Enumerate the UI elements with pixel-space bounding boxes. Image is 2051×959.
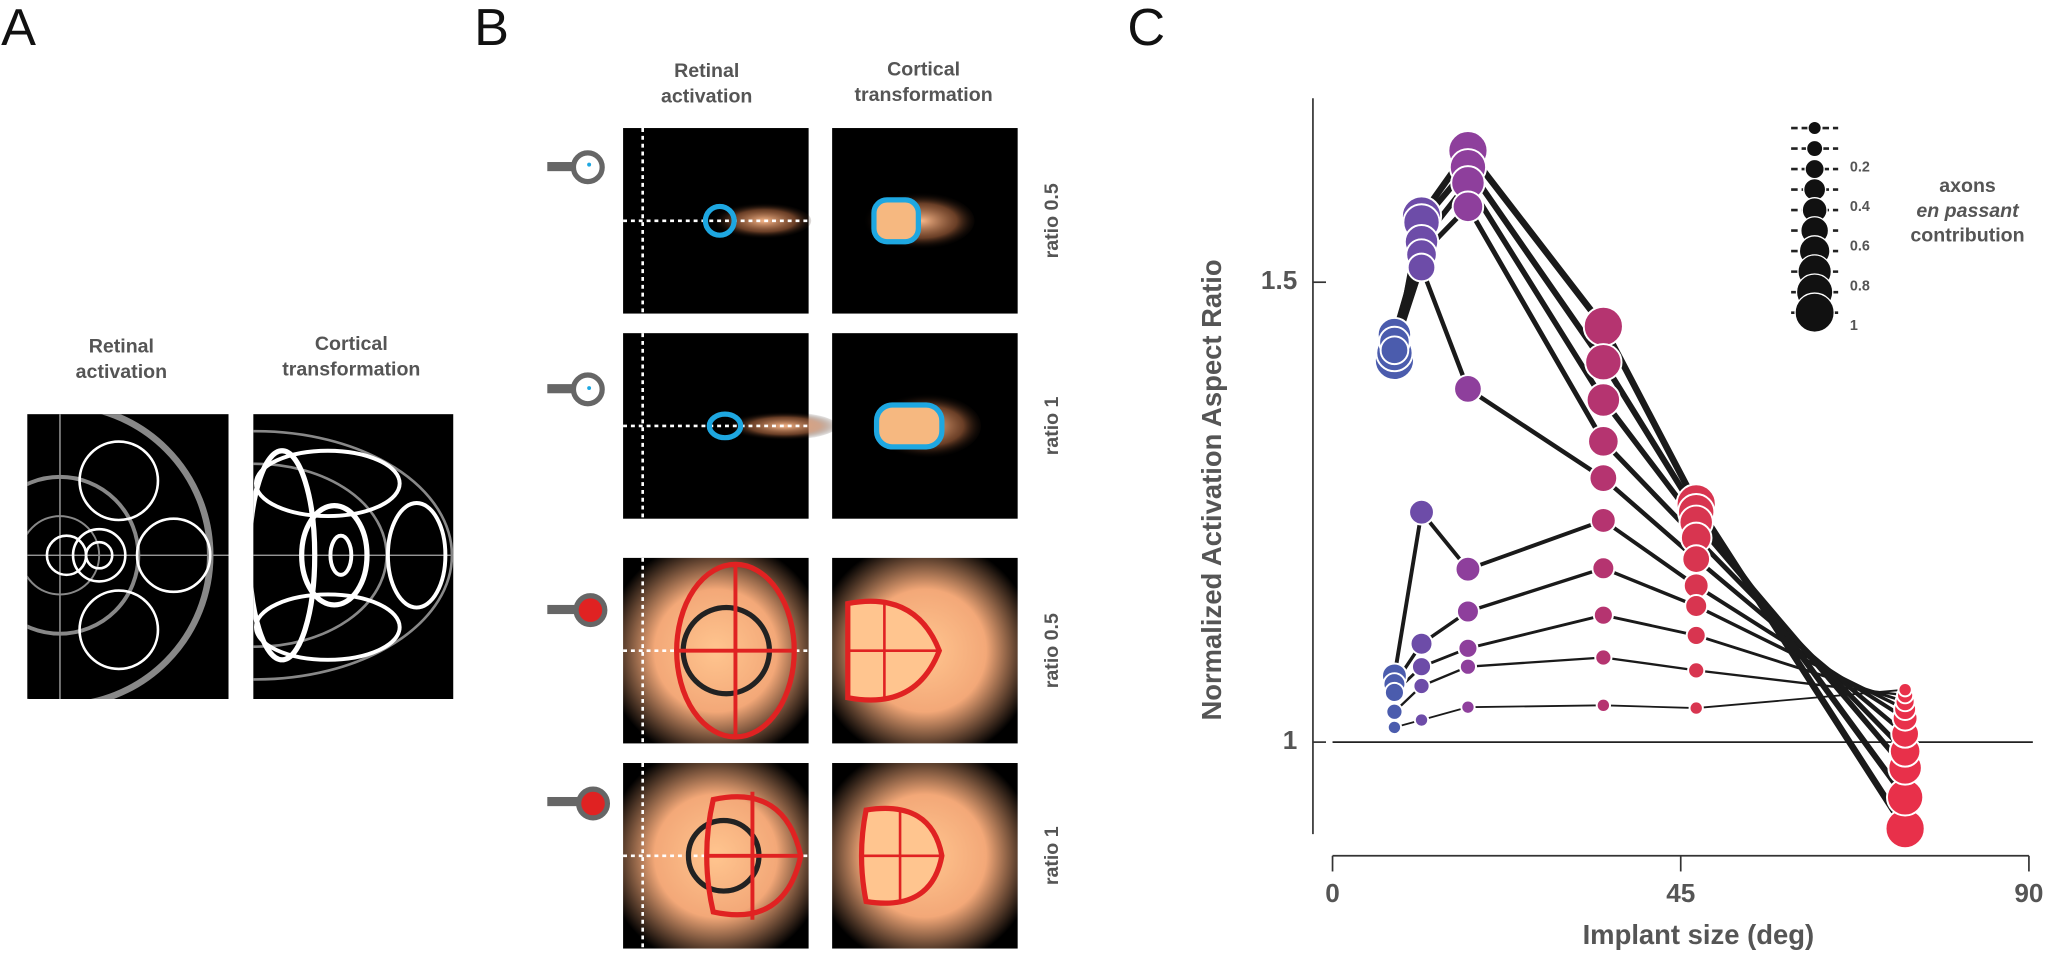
data-point [1594, 648, 1613, 667]
legend-marker [1805, 139, 1824, 158]
legend-marker [1807, 120, 1822, 136]
panel-label: B [474, 0, 509, 57]
data-point [1386, 719, 1403, 736]
data-point [1379, 335, 1410, 366]
column-title: Retinal activation [661, 60, 752, 107]
panel-label: C [1127, 0, 1165, 57]
x-tick-label: 90 [2014, 878, 2043, 908]
x-axis-label: Implant size (deg) [1583, 919, 1815, 950]
data-point [1687, 661, 1706, 680]
data-point [1408, 498, 1435, 526]
data-point [1587, 425, 1620, 458]
column-title: Cortical transformation [282, 333, 420, 380]
data-point [1588, 463, 1619, 493]
data-point [1584, 343, 1623, 382]
panel-label: A [1, 0, 36, 57]
data-point [1460, 699, 1476, 715]
x-tick-label: 45 [1666, 878, 1695, 908]
legend-label: 0.4 [1850, 199, 1870, 215]
data-point [1383, 681, 1405, 703]
legend-label: 1 [1850, 318, 1858, 334]
plot: 1 1.5 0 45 90 0.2 0.4 0.6 0.8 1 axons en passant con… [1261, 98, 2043, 908]
electrode-icons [547, 150, 611, 821]
data-point [1595, 697, 1611, 713]
data-point [1451, 190, 1485, 224]
panel-b-images [623, 128, 1018, 949]
data-point [1411, 656, 1433, 678]
data-point [1409, 631, 1434, 656]
data-point [1412, 676, 1431, 696]
y-tick-label: 1 [1283, 725, 1298, 755]
retinal-image [27, 414, 229, 699]
data-point [1592, 604, 1614, 626]
data-point [1585, 382, 1622, 418]
data-point [1385, 702, 1404, 721]
data-point [1406, 252, 1437, 283]
data-point [1458, 657, 1478, 676]
legend-marker [1804, 158, 1825, 180]
data-point [1582, 305, 1624, 347]
row-label: ratio 1 [1041, 826, 1063, 885]
y-axis-label: Normalized Activation Aspect Ratio [1196, 259, 1227, 720]
data-point [1457, 637, 1479, 659]
legend-label: 0.8 [1850, 278, 1870, 294]
data-point [1454, 555, 1482, 583]
cortical-image [253, 414, 454, 699]
data-point [1685, 624, 1707, 646]
column-title: Retinal activation [76, 336, 167, 383]
y-tick-label: 1.5 [1261, 265, 1297, 295]
row-label: ratio 0.5 [1041, 183, 1063, 258]
column-title: Cortical transformation [855, 59, 993, 106]
legend-title: contribution [1910, 225, 2024, 247]
data-point [1897, 682, 1913, 698]
data-point [1453, 374, 1483, 404]
data-point [1688, 700, 1704, 716]
row-label: ratio 0.5 [1041, 613, 1063, 688]
data-point [1684, 594, 1709, 618]
legend-marker [1794, 292, 1835, 333]
legend-title: axons [1939, 175, 1996, 197]
legend-label: 0.6 [1850, 239, 1870, 255]
series-line [1392, 510, 1907, 720]
legend-label: 0.2 [1850, 159, 1870, 175]
data-point [1589, 507, 1617, 534]
row-label: ratio 1 [1041, 396, 1063, 455]
x-tick-label: 0 [1325, 878, 1340, 908]
legend-title: en passant [1916, 200, 2020, 222]
data-point [1413, 712, 1430, 728]
data-point [1455, 599, 1480, 624]
data-point [1681, 544, 1712, 574]
data-point [1591, 556, 1616, 581]
